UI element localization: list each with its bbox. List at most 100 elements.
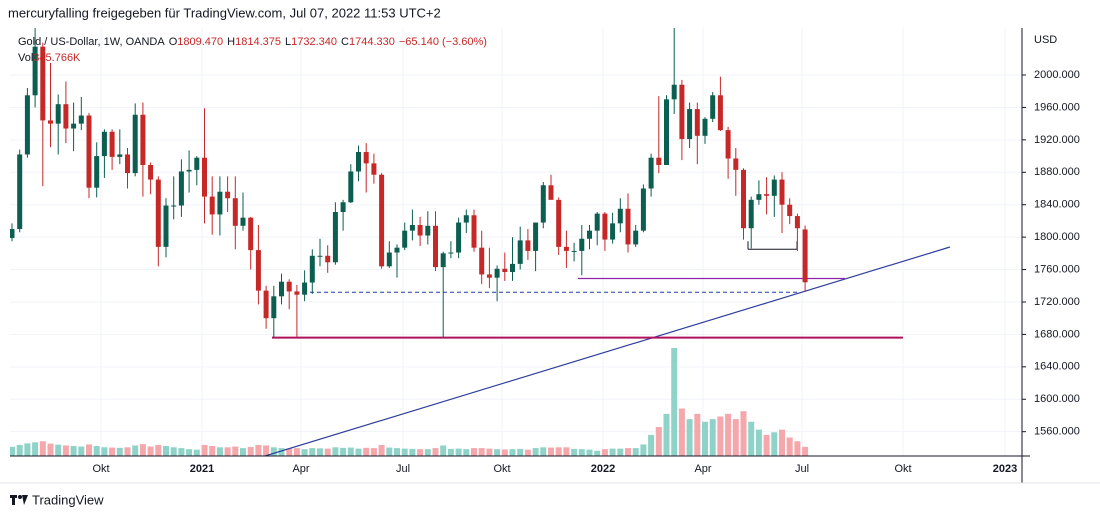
candle-body: [617, 208, 623, 224]
candle-body: [556, 199, 562, 247]
candle-body: [163, 205, 169, 247]
candle-body: [71, 123, 77, 129]
candle-body: [741, 169, 746, 229]
volume-bar: [802, 446, 809, 456]
volume-bar: [347, 447, 354, 456]
volume-bar: [494, 449, 501, 456]
y-tick-label: 1640.000: [1034, 361, 1080, 373]
volume-bar: [755, 429, 762, 456]
candle-body: [502, 268, 508, 272]
volume-bar: [32, 442, 39, 456]
volume-bar: [409, 448, 416, 456]
volume-bar: [247, 447, 254, 456]
candle-body: [101, 131, 107, 157]
candle-body: [217, 191, 223, 215]
volume-bar: [447, 448, 454, 456]
volume-bar: [748, 421, 755, 456]
volume-bar: [93, 445, 100, 456]
legend-volume: Vol345.766K: [18, 52, 81, 64]
candle-body: [356, 152, 361, 172]
candle-body: [664, 99, 669, 165]
volume-bar: [571, 448, 578, 456]
candle-body: [17, 154, 23, 230]
candle-body: [533, 222, 539, 251]
volume-bar: [263, 445, 270, 456]
candle-body: [417, 224, 423, 236]
legend-key: O: [169, 36, 178, 48]
candle-body: [587, 230, 592, 239]
volume-bar: [509, 449, 516, 456]
candle-body: [802, 229, 808, 283]
y-tick-label: 1960.000: [1034, 101, 1080, 113]
candle-body: [155, 179, 161, 247]
candle-body: [694, 109, 700, 136]
volume-bar: [471, 448, 477, 456]
volume-bar: [632, 448, 639, 456]
legend-value: 345.766K: [33, 52, 81, 64]
candle-body: [209, 196, 215, 215]
volume-bar: [293, 448, 300, 456]
volume-bar: [463, 449, 470, 456]
volume-bar: [324, 448, 331, 456]
volume-bar: [625, 448, 631, 456]
y-tick-label: 1560.000: [1034, 426, 1080, 438]
volume-bar: [47, 443, 54, 456]
volume-bar: [332, 447, 339, 456]
candle-body: [240, 217, 246, 226]
drawings: [264, 241, 951, 456]
volume-bar: [663, 413, 670, 456]
candle-body: [394, 247, 400, 253]
legend-change: −65.140 (−3.60%): [399, 36, 487, 48]
candle-body: [486, 274, 492, 278]
candle-body: [733, 158, 739, 170]
volume-bar: [763, 434, 770, 456]
volume-bar: [601, 449, 608, 456]
volume-bar: [524, 449, 531, 456]
y-tick-label: 1920.000: [1034, 134, 1080, 146]
legend-key: Vol: [18, 52, 33, 64]
candle-body: [371, 163, 377, 175]
volume-bar: [255, 444, 262, 456]
x-tick-label: Jul: [396, 463, 410, 475]
candle-body: [748, 199, 754, 229]
candle-body: [640, 188, 646, 231]
candle-body: [40, 46, 46, 121]
volume-bar: [786, 437, 793, 456]
candle-body: [610, 223, 616, 240]
candle-body: [32, 46, 38, 96]
candle-body: [794, 216, 800, 229]
candle-body: [525, 240, 531, 251]
brand: TradingView: [32, 492, 104, 507]
volume-bar: [417, 449, 424, 456]
grid: [10, 28, 1022, 456]
candle-body: [679, 84, 685, 140]
volume-bar: [186, 449, 193, 456]
candle-body: [10, 229, 15, 238]
brand-logo: [10, 495, 28, 505]
volume-bar: [155, 444, 162, 456]
volume-bar: [163, 445, 169, 456]
legend-symbol: Gold / US-Dollar, 1W, OANDA: [18, 36, 165, 48]
volume-bar: [24, 443, 31, 456]
legend-value: 1809.470: [177, 36, 223, 48]
candle-body: [563, 246, 569, 251]
volume-bar: [309, 448, 316, 456]
candle-body: [263, 290, 269, 319]
candle-body: [148, 164, 154, 180]
candle-body: [279, 281, 284, 297]
chart-title: mercuryfalling freigegeben für TradingVi…: [8, 5, 441, 20]
volume-bar: [216, 447, 223, 456]
volume-bar: [578, 449, 585, 456]
volume-bar: [209, 445, 216, 456]
volume-bar: [55, 444, 62, 456]
candle-body: [702, 118, 708, 136]
candle-body: [494, 268, 500, 278]
volume-bar: [655, 427, 662, 456]
candles: [10, 28, 808, 338]
volume-bar: [671, 348, 678, 456]
candle-body: [425, 225, 431, 236]
candle-body: [717, 95, 723, 131]
volume-bar: [732, 419, 739, 456]
x-tick-label: Okt: [92, 463, 109, 475]
volume-bar: [301, 449, 308, 456]
